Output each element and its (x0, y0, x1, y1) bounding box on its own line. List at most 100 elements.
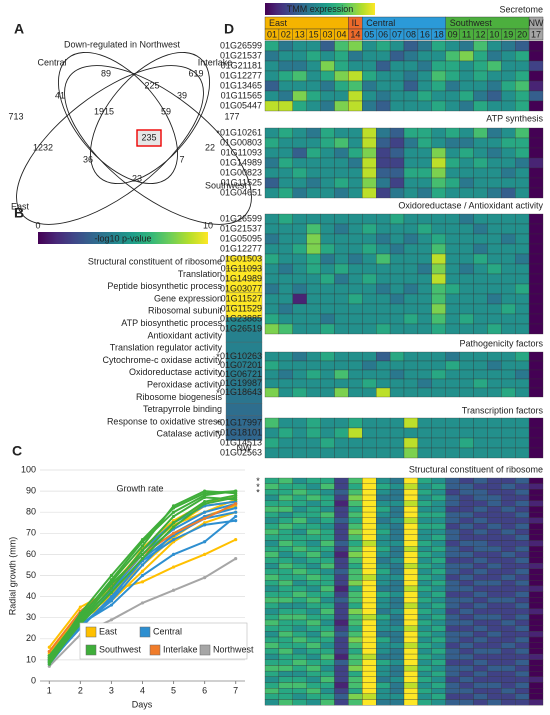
heat-cell (445, 574, 460, 581)
y-tick-label: 90 (26, 485, 36, 495)
heat-cell (334, 233, 349, 245)
heat-cell (417, 387, 432, 398)
heat-cell (487, 574, 502, 581)
heat-cell (292, 187, 307, 199)
heat-cell (362, 517, 377, 524)
heat-cell (417, 100, 432, 112)
group-label: IL (352, 18, 360, 28)
heat-cell (278, 506, 293, 513)
heat-cell (264, 177, 280, 189)
significance-flag: * (256, 488, 260, 498)
heat-cell (515, 223, 530, 235)
term-label: Structural constituent of ribosome (88, 257, 222, 267)
heat-cell (459, 427, 474, 439)
heat-cell (376, 517, 391, 524)
heat-cell (515, 670, 530, 677)
heat-cell (306, 591, 321, 598)
heat-cell (376, 177, 391, 189)
gene-label: 01G06721 (220, 369, 262, 379)
heat-cell (348, 127, 363, 139)
heat-cell (334, 283, 349, 295)
heat-cell (389, 167, 405, 179)
heat-cell (431, 369, 446, 380)
heat-cell (501, 437, 516, 449)
heat-cell (362, 369, 377, 380)
heat-cell (278, 534, 293, 541)
heat-cell (487, 523, 502, 530)
significance-flag: * (216, 418, 220, 428)
heat-cell (528, 506, 544, 513)
heat-cell (403, 506, 419, 513)
heat-cell (334, 511, 349, 518)
y-tick-label: 70 (26, 528, 36, 538)
heat-cell (264, 546, 280, 552)
heat-cell (403, 585, 419, 592)
heat-cell (487, 283, 502, 295)
heat-cell (487, 551, 502, 558)
heat-cell (389, 659, 405, 666)
heat-cell (376, 534, 391, 541)
heat-cell (487, 187, 502, 199)
heat-cell (334, 253, 349, 265)
heat-cell (459, 483, 474, 490)
heat-cell (376, 447, 391, 459)
heat-cell (264, 157, 280, 169)
heat-cell (417, 417, 432, 429)
heat-cell (320, 540, 335, 547)
heat-cell (306, 523, 321, 530)
heat-cell (403, 568, 419, 575)
heat-cell (264, 127, 280, 139)
heat-cell (459, 699, 474, 706)
heat-cell (431, 293, 446, 305)
point (140, 544, 145, 548)
heat-cell (431, 483, 446, 490)
heat-cell (389, 137, 405, 149)
heat-cell (515, 511, 530, 518)
heat-cell (389, 187, 405, 199)
heat-cell (431, 489, 446, 496)
heat-cell (306, 477, 321, 484)
heat-cell (292, 670, 307, 677)
heat-cell (445, 313, 460, 325)
heat-cell (348, 167, 363, 179)
heat-cell (515, 676, 530, 683)
heat-cell (278, 187, 293, 199)
heat-cell (264, 213, 280, 225)
heat-cell (320, 253, 335, 265)
heat-cell (376, 682, 391, 689)
heat-cell (376, 597, 391, 604)
heat-cell (334, 614, 349, 621)
heat-cell (459, 293, 474, 305)
heat-cell (445, 243, 460, 255)
heat-cell (278, 653, 293, 660)
heat-cell (320, 511, 335, 518)
heat-cell (431, 70, 446, 82)
heat-cell (431, 137, 446, 149)
heat-cell (389, 636, 405, 643)
heat-cell (320, 653, 335, 660)
heat-cell (528, 693, 544, 700)
heat-cell (431, 313, 446, 325)
heat-cell (264, 608, 280, 615)
significance-flag: * (256, 476, 260, 486)
heat-cell (264, 387, 280, 398)
heat-cell (278, 648, 293, 655)
heat-cell (417, 147, 432, 159)
heat-cell (431, 693, 446, 700)
heat-cell (334, 517, 349, 524)
heat-cell (501, 608, 516, 615)
heat-cell (306, 699, 321, 706)
heat-cell (320, 659, 335, 666)
group-label: Central (366, 18, 395, 28)
heat-cell (306, 233, 321, 245)
term-label: Ribosomal subunit (148, 306, 223, 316)
heat-cell (445, 528, 460, 535)
heat-cell (445, 437, 460, 449)
heat-cell (264, 693, 280, 700)
heat-cell (459, 494, 474, 501)
heat-cell (376, 70, 391, 82)
column-label: 19 (503, 29, 513, 39)
heat-cell (459, 80, 474, 92)
heat-cell (292, 682, 307, 689)
heat-cell (334, 323, 349, 335)
